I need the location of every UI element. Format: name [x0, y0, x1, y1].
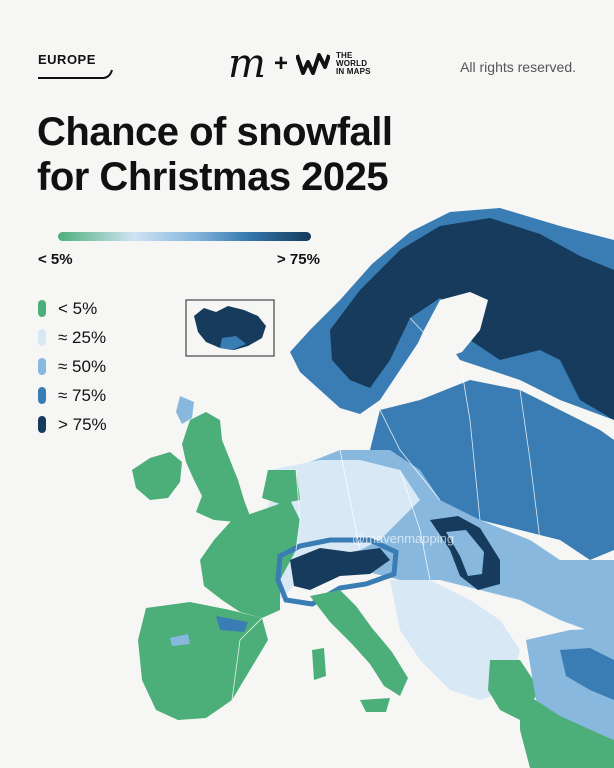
iberia-mountains	[216, 616, 248, 632]
iceland-south	[220, 336, 246, 350]
maven-logo: m	[228, 41, 266, 87]
baltic-sea	[384, 292, 488, 408]
balkans	[390, 580, 520, 700]
carpathians-inner	[446, 530, 484, 576]
anatolia-coast	[520, 690, 614, 768]
legend-swatch	[38, 358, 46, 375]
ireland	[132, 452, 182, 500]
iberia	[138, 602, 268, 720]
legend-item: ≈ 25%	[38, 323, 107, 352]
brand-logos: m + THE WORLD IN MAPS	[228, 44, 376, 84]
scotland-snow	[176, 396, 194, 424]
region-underline	[38, 69, 113, 79]
legend-label: > 75%	[58, 414, 107, 434]
great-britain	[182, 412, 250, 522]
anatolia-high	[560, 648, 614, 700]
legend-label: ≈ 75%	[58, 385, 107, 405]
rights-notice: All rights reserved.	[460, 59, 576, 75]
legend-item: ≈ 75%	[38, 381, 107, 410]
legend-swatch	[38, 387, 46, 404]
iceland	[194, 306, 266, 350]
east-europe	[370, 380, 614, 560]
benelux	[262, 470, 300, 504]
legend-item: > 75%	[38, 410, 107, 439]
legend-label: ≈ 50%	[58, 356, 107, 376]
sicily	[360, 698, 390, 712]
title-line-1: Chance of snowfall	[37, 110, 393, 154]
country-borders	[231, 317, 541, 701]
italy	[310, 590, 408, 696]
title-line-2: for Christmas 2025	[37, 155, 389, 199]
iceland-inset-frame	[185, 299, 275, 357]
gradient-min-label: < 5%	[38, 251, 73, 268]
gradient-scale-bar	[58, 232, 311, 241]
gradient-max-label: > 75%	[277, 251, 320, 268]
map-watermark: @mavenmapping	[352, 531, 455, 546]
iberia-sierra	[170, 634, 190, 646]
page-title: Chance of snowfall for Christmas 2025	[37, 110, 393, 200]
france	[200, 500, 300, 618]
legend: < 5% ≈ 25% ≈ 50% ≈ 75% > 75%	[38, 294, 107, 439]
legend-swatch	[38, 416, 46, 433]
legend-label: ≈ 25%	[58, 327, 107, 347]
legend-swatch	[38, 329, 46, 346]
alps-ring	[275, 537, 399, 607]
legend-item: < 5%	[38, 294, 107, 323]
sardinia	[312, 648, 326, 680]
legend-swatch	[38, 300, 46, 317]
region-tag: EUROPE	[38, 52, 96, 67]
world-in-maps-logo-icon	[295, 53, 330, 75]
legend-label: < 5%	[58, 298, 98, 318]
plus-sign: +	[273, 50, 288, 77]
legend-item: ≈ 50%	[38, 352, 107, 381]
world-in-maps-logo-text: THE WORLD IN MAPS	[335, 51, 371, 76]
alps-dark	[290, 548, 390, 590]
